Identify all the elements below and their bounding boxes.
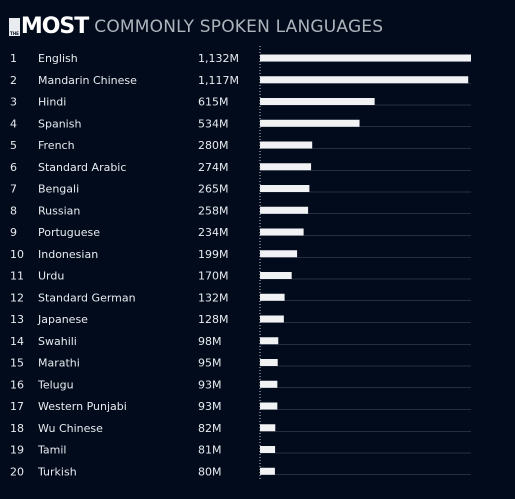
bar (260, 119, 360, 127)
value-label: 1,132M (198, 52, 239, 65)
language-label: French (38, 139, 75, 152)
rank-label: 17 (10, 400, 24, 413)
language-label: Bengali (38, 183, 79, 196)
bar (260, 206, 309, 214)
value-label: 265M (198, 183, 229, 196)
language-label: Standard German (38, 291, 136, 304)
language-label: Indonesian (38, 248, 98, 261)
language-label: Portuguese (38, 226, 100, 239)
rank-label: 14 (10, 335, 24, 348)
rank-label: 6 (10, 161, 17, 174)
rank-label: 15 (10, 357, 24, 370)
bar (260, 359, 278, 366)
value-label: 93M (198, 378, 222, 391)
bar (260, 380, 278, 388)
language-label: Urdu (38, 270, 64, 283)
value-label: 98M (198, 335, 222, 348)
value-label: 280M (198, 139, 229, 152)
rank-label: 2 (10, 74, 17, 87)
bar (260, 272, 292, 279)
rank-label: 8 (10, 204, 17, 217)
rank-label: 10 (10, 248, 24, 261)
bar (260, 54, 471, 62)
language-label: English (38, 52, 78, 65)
language-label: Telugu (37, 378, 74, 391)
value-label: 81M (198, 444, 222, 457)
bar (260, 98, 375, 105)
value-label: 80M (198, 465, 222, 478)
bar (260, 76, 469, 84)
language-label: Japanese (37, 313, 88, 326)
bar (260, 141, 313, 149)
rank-label: 13 (10, 313, 24, 326)
rank-label: 11 (10, 270, 24, 283)
rank-label: 4 (10, 117, 17, 130)
bar (260, 315, 284, 323)
value-label: 234M (198, 226, 229, 239)
rank-label: 20 (10, 465, 24, 478)
value-label: 93M (198, 400, 222, 413)
rank-label: 16 (10, 378, 24, 391)
rank-label: 19 (10, 444, 24, 457)
value-label: 1,117M (198, 74, 239, 87)
rank-label: 3 (10, 96, 17, 109)
rank-label: 18 (10, 422, 24, 435)
bar (260, 467, 275, 475)
bar (260, 337, 279, 345)
value-label: 534M (198, 117, 229, 130)
the-badge-text: THE (10, 31, 19, 36)
bar (260, 250, 298, 258)
language-label: Wu Chinese (38, 422, 103, 435)
language-label: Tamil (37, 444, 66, 457)
the-most-logo: THE MOST (9, 14, 89, 39)
bar (260, 446, 276, 453)
value-label: 199M (198, 248, 229, 261)
chart-subtitle: COMMONLY SPOKEN LANGUAGES (94, 17, 384, 37)
language-label: Mandarin Chinese (38, 74, 137, 87)
most-word: MOST (20, 14, 89, 39)
rank-label: 9 (10, 226, 17, 239)
language-label: Swahili (38, 335, 77, 348)
language-label: Turkish (37, 465, 77, 478)
value-label: 615M (198, 96, 229, 109)
chart-title: THE MOST COMMONLY SPOKEN LANGUAGES (9, 14, 383, 38)
rank-label: 1 (10, 52, 17, 65)
rank-label: 7 (10, 183, 17, 196)
rank-label: 12 (10, 291, 24, 304)
value-label: 170M (198, 270, 229, 283)
language-label: Standard Arabic (38, 161, 126, 174)
bar (260, 163, 312, 171)
language-label: Western Punjabi (38, 400, 127, 413)
bar (260, 424, 276, 432)
rank-label: 5 (10, 139, 17, 152)
bar (260, 402, 278, 410)
value-label: 274M (198, 161, 229, 174)
language-label: Hindi (38, 96, 66, 109)
value-label: 95M (198, 357, 222, 370)
language-label: Russian (38, 204, 80, 217)
value-label: 82M (198, 422, 222, 435)
language-label: Marathi (38, 357, 80, 370)
the-badge: THE (9, 18, 20, 36)
bar (260, 293, 285, 301)
bar (260, 228, 304, 236)
language-label: Spanish (38, 117, 81, 130)
value-label: 258M (198, 204, 229, 217)
value-label: 132M (198, 291, 229, 304)
bar (260, 185, 310, 192)
value-label: 128M (198, 313, 229, 326)
